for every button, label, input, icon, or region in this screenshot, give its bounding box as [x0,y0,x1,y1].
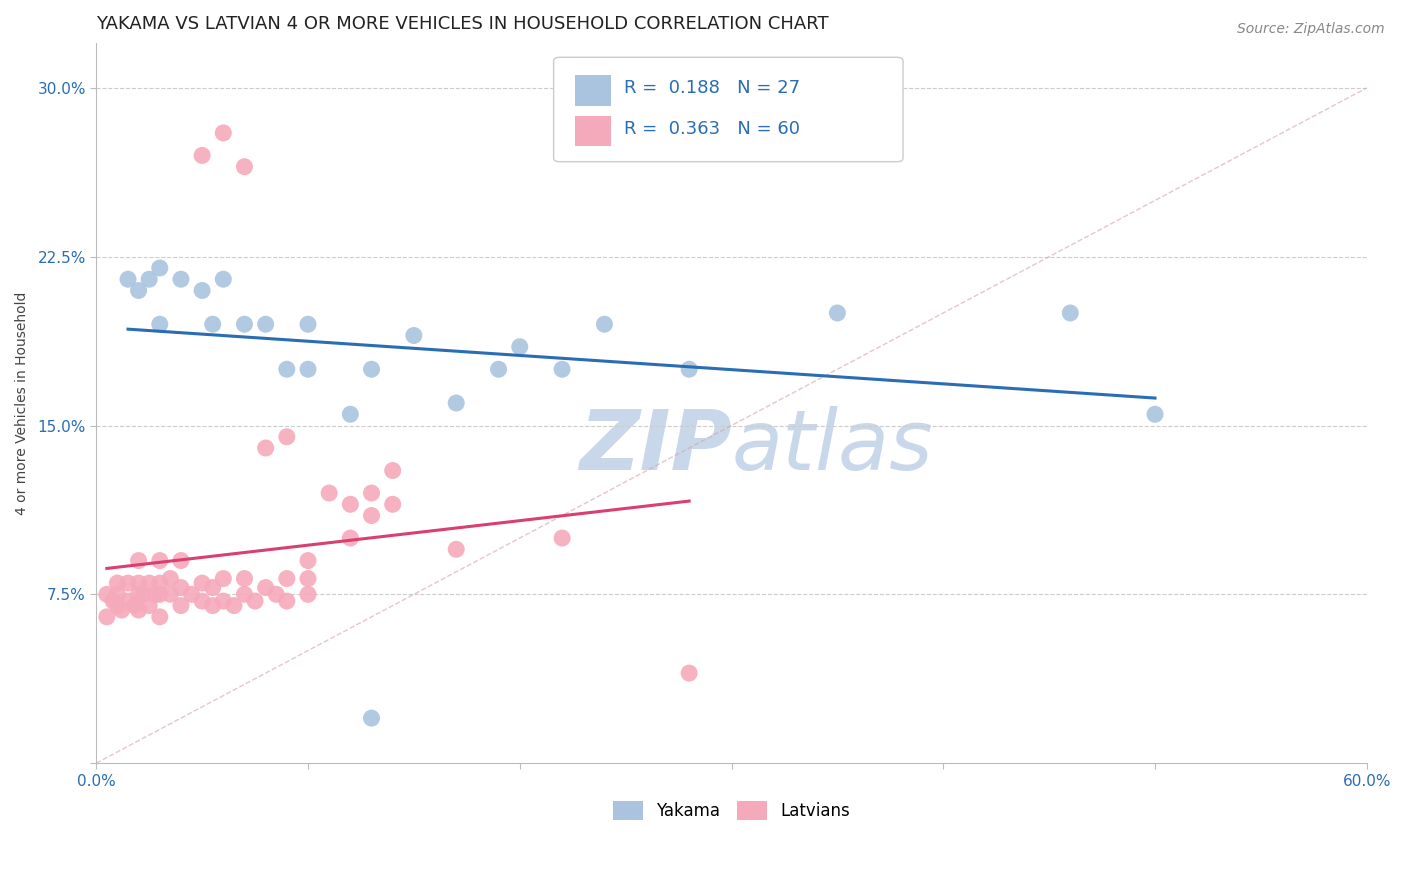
Point [111,603,134,617]
Point [191,576,214,591]
Point [96,610,118,624]
Point [233,160,256,174]
Point [276,430,298,444]
Point [128,587,150,601]
Point [117,576,139,591]
Point [180,587,202,601]
Point [222,599,245,613]
Point [159,587,181,601]
FancyBboxPatch shape [575,75,610,105]
Point [297,572,319,586]
Point [360,711,382,725]
Point [191,284,214,298]
Point [360,486,382,500]
Text: atlas: atlas [731,406,934,487]
Point [170,581,193,595]
Text: R =  0.363   N = 60: R = 0.363 N = 60 [623,120,800,137]
Point [107,587,129,601]
Point [297,587,319,601]
Point [233,587,256,601]
Text: YAKAMA VS LATVIAN 4 OR MORE VEHICLES IN HOUSEHOLD CORRELATION CHART: YAKAMA VS LATVIAN 4 OR MORE VEHICLES IN … [96,15,830,33]
FancyBboxPatch shape [554,57,903,161]
Point [212,594,235,608]
Point [276,362,298,376]
Point [339,497,361,511]
Point [593,317,616,331]
Point [138,272,160,286]
Point [149,553,172,567]
Point [149,587,172,601]
Point [201,581,224,595]
Point [212,126,235,140]
Point [254,441,277,455]
Point [1059,306,1081,320]
Point [827,306,849,320]
Point [149,317,172,331]
Point [212,272,235,286]
Point [360,362,382,376]
Point [128,284,150,298]
Point [551,531,574,545]
Point [191,594,214,608]
Point [488,362,510,376]
Point [138,576,160,591]
FancyBboxPatch shape [575,116,610,146]
Point [1143,407,1166,421]
Point [107,576,129,591]
Point [402,328,425,343]
Text: R =  0.188   N = 27: R = 0.188 N = 27 [623,79,800,97]
Point [276,594,298,608]
Point [149,576,172,591]
Point [132,587,155,601]
Point [117,272,139,286]
Point [170,553,193,567]
Legend: Yakama, Latvians: Yakama, Latvians [606,794,856,827]
Text: ZIP: ZIP [579,406,731,487]
Point [145,587,167,601]
Point [381,464,404,478]
Point [149,260,172,275]
Point [233,317,256,331]
Point [243,594,266,608]
Point [117,594,139,608]
Point [170,599,193,613]
Point [678,666,700,681]
Point [138,599,160,613]
Point [201,599,224,613]
Point [509,340,531,354]
Point [444,542,467,557]
Point [297,317,319,331]
Point [128,603,150,617]
Point [360,508,382,523]
Point [159,572,181,586]
Point [170,272,193,286]
Point [212,572,235,586]
Point [381,497,404,511]
Point [297,553,319,567]
Text: Source: ZipAtlas.com: Source: ZipAtlas.com [1237,22,1385,37]
Point [678,362,700,376]
Point [339,407,361,421]
Point [128,553,150,567]
Point [551,362,574,376]
Point [276,572,298,586]
Point [264,587,287,601]
Point [339,531,361,545]
Point [297,362,319,376]
Point [124,599,146,613]
Point [149,610,172,624]
Point [107,599,129,613]
Point [128,576,150,591]
Point [318,486,340,500]
Point [201,317,224,331]
Point [254,317,277,331]
Point [96,587,118,601]
Point [233,572,256,586]
Point [444,396,467,410]
Point [254,581,277,595]
Point [191,148,214,162]
Point [103,594,125,608]
Y-axis label: 4 or more Vehicles in Household: 4 or more Vehicles in Household [15,292,30,515]
